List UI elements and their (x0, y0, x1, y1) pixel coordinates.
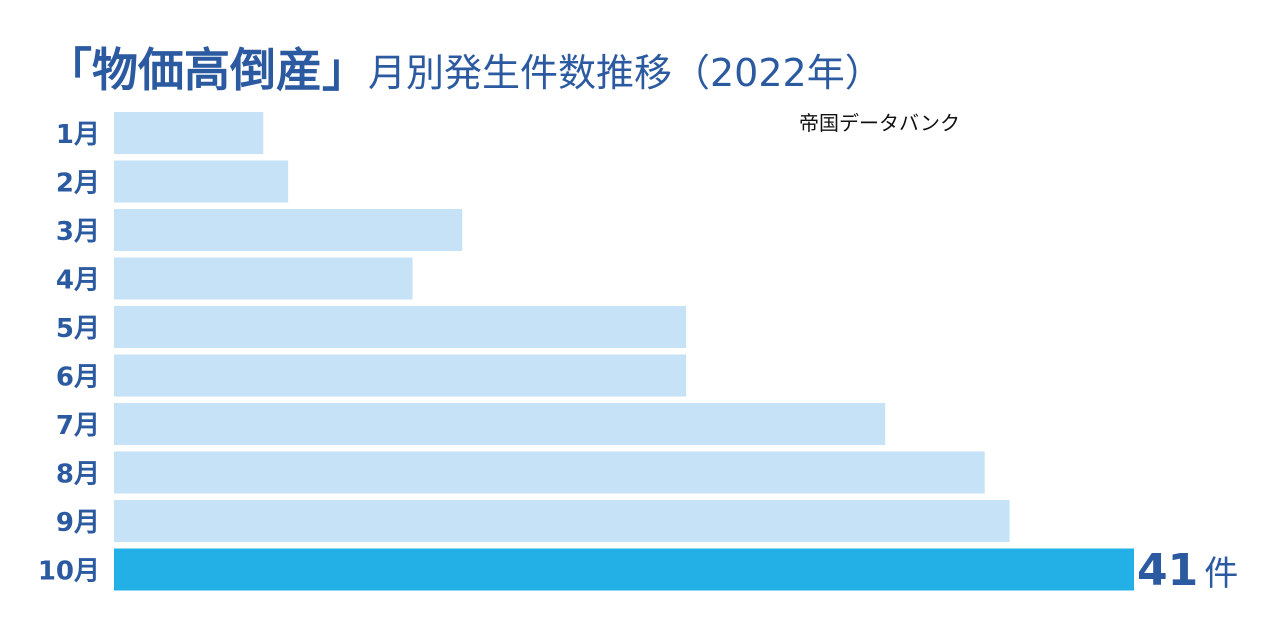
source-label: 帝国データバンク (799, 111, 960, 135)
chart-title-emphasis: 「物価高倒産」 (46, 43, 368, 97)
category-label-1: 1月 (56, 120, 100, 150)
category-label-4: 4月 (56, 266, 100, 296)
bar-6 (114, 354, 687, 397)
value-label-number: 41 (1137, 545, 1198, 596)
bar-3 (114, 209, 463, 251)
bar-9 (114, 500, 1010, 542)
category-label-5: 5月 (56, 314, 100, 344)
category-label-10: 10月 (38, 557, 100, 587)
value-label: 41 件 (1137, 545, 1238, 596)
chart-title-rest: 月別発生件数推移（2022年） (368, 51, 883, 95)
category-label-8: 8月 (56, 460, 100, 490)
chart-title: 「物価高倒産」月別発生件数推移（2022年） (46, 43, 883, 97)
category-label-9: 9月 (56, 508, 100, 538)
category-label-3: 3月 (56, 217, 100, 247)
bar-1 (114, 112, 264, 154)
category-label-6: 6月 (56, 363, 100, 393)
category-label-2: 2月 (56, 169, 100, 199)
bar-group (114, 112, 1134, 591)
bar-10 (114, 548, 1134, 591)
bar-2 (114, 160, 289, 203)
category-label-7: 7月 (56, 411, 100, 441)
bar-8 (114, 451, 985, 494)
category-labels: 1月 2月 3月 4月 5月 6月 7月 8月 9月 10月 (38, 120, 100, 587)
bar-7 (114, 403, 886, 445)
bar-5 (114, 306, 687, 348)
bar-4 (114, 257, 413, 300)
value-label-unit: 件 (1204, 554, 1238, 594)
